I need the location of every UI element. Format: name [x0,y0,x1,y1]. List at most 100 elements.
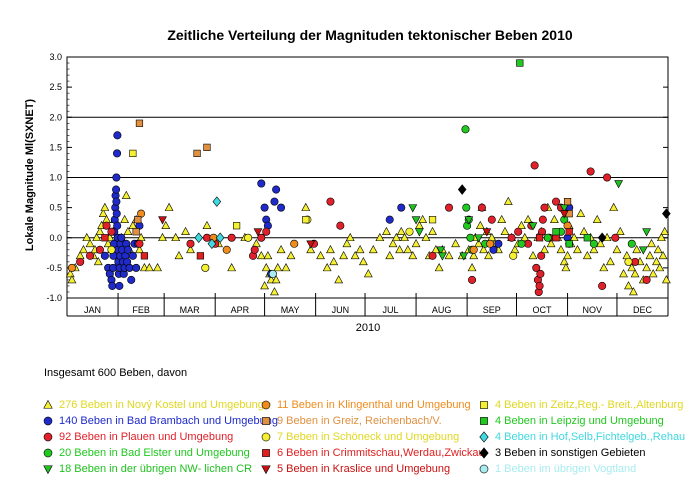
data-point-series-1 [112,173,121,182]
data-point-series-0 [135,244,144,254]
data-point-series-4 [638,246,648,255]
data-point-series-0 [428,226,437,236]
data-point-series-2 [538,215,547,224]
data-point-series-0 [467,263,477,272]
data-point-series-0 [382,226,391,236]
data-point-series-11 [552,228,560,236]
data-point-series-2 [468,275,477,284]
data-point-series-6 [203,143,211,151]
data-point-series-3 [461,125,470,134]
data-point-series-4 [464,216,474,225]
data-point-series-2 [86,251,95,260]
data-point-series-4 [614,180,624,189]
data-point-series-2 [507,233,516,242]
chart-title: Zeitliche Verteilung der Magnituden tekt… [167,27,573,43]
data-point-series-1 [113,221,122,230]
month-label: OCT [533,305,553,315]
data-point-series-1 [257,179,266,188]
data-point-series-1 [100,251,109,260]
data-point-series-2 [444,203,454,212]
data-point-series-2 [535,281,544,290]
data-point-series-4 [474,234,484,243]
data-point-series-0 [540,244,549,254]
data-point-series-2 [257,233,266,242]
data-point-series-0 [256,250,266,260]
data-point-series-7 [201,263,210,272]
data-point-series-1 [112,185,121,194]
data-point-series-0 [326,244,335,254]
data-point-series-0 [281,263,291,272]
y-tick-label: -1.0 [46,293,62,303]
data-point-series-0 [322,263,332,272]
data-point-series-0 [479,244,488,254]
data-point-series-7 [107,245,116,254]
data-point-series-1 [128,251,137,260]
data-point-series-0 [411,238,421,248]
data-point-series-0 [645,250,655,260]
data-point-series-0 [98,208,108,217]
data-point-series-2 [532,263,541,272]
data-point-series-0 [556,244,566,254]
data-point-series-0 [316,250,325,260]
data-point-series-0 [95,226,105,236]
data-point-series-11 [516,59,524,67]
data-point-series-0 [627,263,637,272]
data-point-series-2 [537,251,546,260]
data-point-series-0 [444,250,454,260]
data-point-series-0 [517,220,526,229]
data-point-series-0 [171,232,181,242]
data-point-series-0 [657,232,666,242]
data-point-series-8 [535,234,544,242]
data-point-series-0 [174,250,184,260]
data-point-series-12 [212,196,222,207]
data-point-series-1 [132,263,141,272]
y-tick-label: 1.0 [49,173,62,183]
month-label: NOV [582,305,602,315]
data-point-series-0 [355,244,365,254]
data-point-series-14 [268,269,277,278]
data-point-series-7 [509,251,518,260]
data-point-series-0 [573,244,582,254]
data-point-series-0 [270,287,279,296]
data-point-series-1 [127,275,136,284]
data-point-series-0 [368,244,378,254]
data-point-series-3 [462,203,471,212]
data-point-series-0 [520,232,530,242]
data-point-series-0 [500,226,510,236]
data-point-series-0 [153,263,162,272]
data-point-series-0 [661,275,671,284]
data-point-series-2 [586,167,595,176]
data-point-series-13 [457,184,467,195]
axes: -1.0 -0.5 0.0 0.5 1.0 1.5 2.0 2.5 3.0 JAN FEB MAR AP… [46,52,669,317]
data-point-series-0 [647,238,656,248]
data-point-series-2 [540,203,549,212]
data-point-series-2 [530,161,539,170]
data-point-series-0 [79,244,88,254]
data-point-series-0 [484,250,493,260]
data-point-series-0 [158,232,167,242]
data-point-series-5 [486,239,495,248]
data-point-series-6 [563,198,572,206]
month-label: JAN [84,305,101,315]
month-label: MAR [180,305,201,315]
data-point-series-1 [494,239,503,248]
month-label: JUL [383,305,399,315]
data-point-series-2 [514,227,523,236]
data-point-series-0 [559,257,569,266]
data-point-series-0 [474,238,484,248]
data-point-series-0 [592,214,602,223]
data-point-series-1 [385,215,394,224]
data-point-series-2 [262,227,271,236]
data-point-series-0 [605,257,615,266]
data-point-series-0 [561,263,571,272]
data-point-series-0 [615,226,625,236]
data-point-series-2 [326,197,335,206]
data-point-series-1 [115,281,124,290]
data-point-series-1 [108,281,117,290]
data-point-series-4 [411,216,421,225]
data-point-series-0 [599,263,609,272]
data-point-series-0 [619,269,628,278]
data-point-series-0 [421,232,431,242]
data-point-series-0 [609,202,619,211]
